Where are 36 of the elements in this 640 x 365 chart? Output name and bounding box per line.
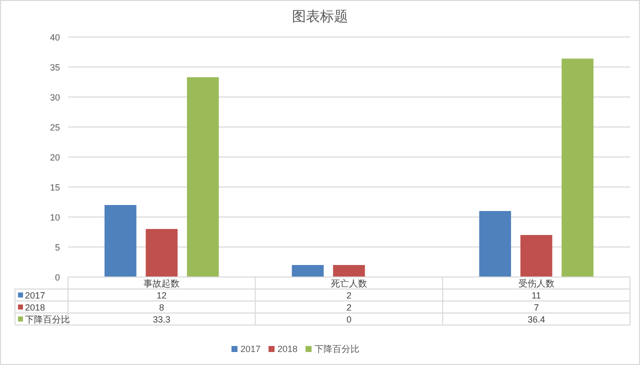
data-label: 2 <box>346 290 352 300</box>
legend-label: 2018 <box>278 344 298 354</box>
y-tick-label: 25 <box>50 122 60 132</box>
bar <box>292 265 324 277</box>
y-tick-label: 40 <box>50 32 60 42</box>
y-tick-label: 30 <box>50 92 60 102</box>
legend-label: 下降百分比 <box>314 344 360 354</box>
bar <box>562 58 594 277</box>
text: 2017 <box>240 344 261 354</box>
data-label: 2 <box>346 302 352 312</box>
y-tick-label: 20 <box>50 152 60 162</box>
bar <box>520 235 552 277</box>
chart-title: 图表标题 <box>292 8 348 24</box>
y-tick-label: 5 <box>54 242 60 252</box>
text: 2018 <box>25 302 46 312</box>
data-label: 7 <box>534 302 539 312</box>
legend-label: 2017 <box>25 290 46 300</box>
bar <box>146 229 178 277</box>
y-tick-label: 15 <box>50 182 60 192</box>
y-tick-label: 35 <box>50 62 60 72</box>
bar <box>333 265 365 277</box>
y-tick-label: 10 <box>50 212 60 222</box>
x-tick-label: 受伤人数 <box>518 278 554 288</box>
data-label: 36.4 <box>528 314 546 324</box>
bar <box>479 211 512 277</box>
x-tick-label: 事故起数 <box>144 278 180 288</box>
data-label: 33.3 <box>152 314 170 324</box>
data-label: 0 <box>346 314 352 324</box>
data-label: 8 <box>159 302 164 312</box>
data-label: 12 <box>156 290 167 300</box>
text: 下降百分比 <box>25 314 70 324</box>
x-tick-label: 死亡人数 <box>331 278 367 288</box>
bar <box>186 77 219 277</box>
data-label: 11 <box>532 290 542 300</box>
bar <box>104 205 136 277</box>
y-tick-label: 0 <box>54 272 60 282</box>
